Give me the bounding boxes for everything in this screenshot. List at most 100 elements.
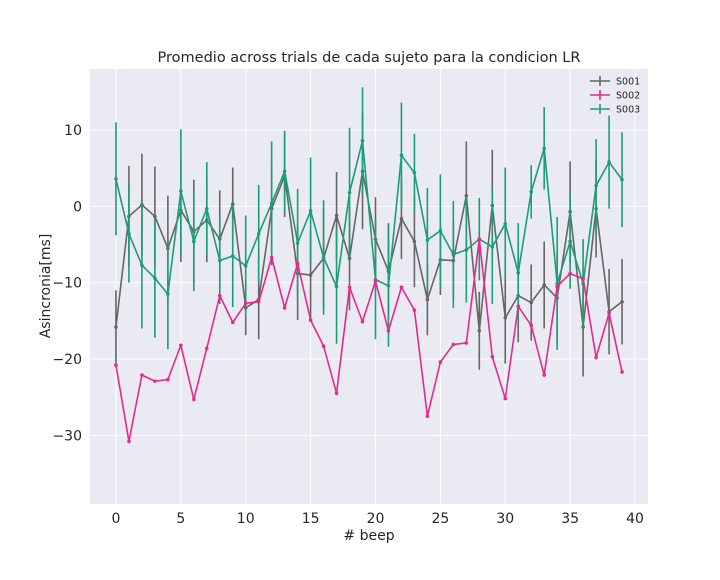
data-point	[230, 320, 235, 325]
data-point	[204, 346, 209, 351]
data-point	[542, 283, 546, 287]
data-point	[464, 341, 469, 345]
data-point	[607, 160, 611, 164]
data-point	[140, 263, 144, 267]
data-point	[308, 209, 313, 213]
data-point	[607, 311, 611, 316]
data-point	[179, 189, 183, 193]
x-tick-label: 35	[561, 511, 579, 527]
data-point	[360, 319, 365, 324]
data-point	[477, 237, 482, 241]
data-point	[114, 177, 118, 181]
data-point	[192, 397, 196, 402]
data-point	[360, 138, 365, 143]
x-tick-label: 20	[367, 511, 385, 527]
data-point	[490, 354, 495, 359]
data-point	[334, 391, 339, 396]
data-point	[555, 281, 559, 286]
data-point	[295, 241, 300, 245]
data-point	[529, 190, 534, 194]
data-point	[399, 153, 404, 158]
data-point	[230, 254, 235, 258]
data-point	[140, 373, 144, 377]
data-point	[516, 304, 521, 309]
data-point	[334, 284, 339, 289]
series-line	[115, 238, 623, 443]
x-tick-label: 0	[111, 511, 120, 527]
x-tick-label: 15	[302, 511, 320, 527]
data-point	[555, 284, 559, 289]
x-axis-label: # beep	[343, 528, 394, 544]
series-s002	[114, 237, 624, 444]
series-line	[115, 139, 623, 295]
data-point	[412, 308, 417, 312]
data-point	[217, 293, 222, 298]
data-point	[179, 343, 183, 348]
y-tick-label: −20	[52, 352, 82, 368]
legend-item-s003: S003	[590, 104, 640, 116]
data-point	[114, 325, 118, 329]
legend: S001 S002 S003	[590, 76, 640, 116]
data-point	[594, 355, 598, 360]
data-point	[620, 299, 624, 304]
data-point	[594, 183, 598, 188]
data-point	[516, 270, 521, 275]
data-point	[503, 315, 508, 320]
data-point	[542, 146, 546, 151]
data-point	[451, 252, 456, 257]
data-point	[399, 285, 404, 290]
y-tick-label: 0	[73, 199, 82, 215]
data-point	[114, 363, 118, 367]
data-point	[438, 360, 443, 364]
x-tick-label: 25	[431, 511, 449, 527]
data-point	[425, 238, 430, 242]
data-point	[256, 299, 261, 304]
data-point	[217, 258, 222, 263]
x-tick-label: 10	[237, 511, 255, 527]
data-point	[542, 373, 546, 377]
legend-item-s001: S001	[590, 76, 640, 88]
data-point	[166, 377, 170, 382]
data-point	[230, 202, 235, 206]
x-tick-labels: 0 5 10 15 20 25 30 35 40	[111, 511, 643, 527]
data-point	[308, 318, 313, 322]
data-point	[204, 206, 209, 211]
data-point	[153, 214, 157, 219]
data-point	[269, 255, 274, 260]
data-point	[503, 222, 508, 226]
data-point	[464, 193, 469, 198]
data-point	[153, 379, 157, 383]
data-point	[243, 301, 248, 306]
data-point	[243, 264, 248, 268]
data-point	[127, 232, 131, 236]
data-point	[412, 239, 417, 244]
data-point	[192, 239, 196, 244]
data-point	[386, 328, 391, 333]
data-point	[321, 255, 326, 260]
data-point	[295, 261, 300, 266]
data-point	[503, 396, 508, 401]
y-axis-label: Asincronia[ms]	[38, 234, 54, 339]
legend-item-s002: S002	[590, 90, 640, 102]
data-point	[477, 328, 482, 333]
data-point	[581, 277, 585, 281]
data-point	[620, 177, 624, 182]
legend-label: S003	[616, 105, 640, 116]
data-point	[568, 271, 572, 276]
data-point	[127, 439, 131, 444]
data-point	[438, 228, 443, 233]
data-point	[412, 170, 417, 175]
plot-area	[90, 69, 648, 504]
data-point	[399, 216, 404, 221]
y-tick-label: 10	[64, 123, 82, 139]
legend-label: S001	[616, 77, 640, 88]
data-point	[620, 370, 624, 374]
data-point	[308, 273, 313, 277]
data-point	[269, 201, 274, 206]
legend-label: S002	[616, 91, 640, 102]
data-point	[373, 279, 378, 283]
x-tick-label: 5	[176, 511, 185, 527]
data-point	[166, 292, 170, 296]
chart-title: Promedio across trials de cada sujeto pa…	[158, 50, 581, 66]
